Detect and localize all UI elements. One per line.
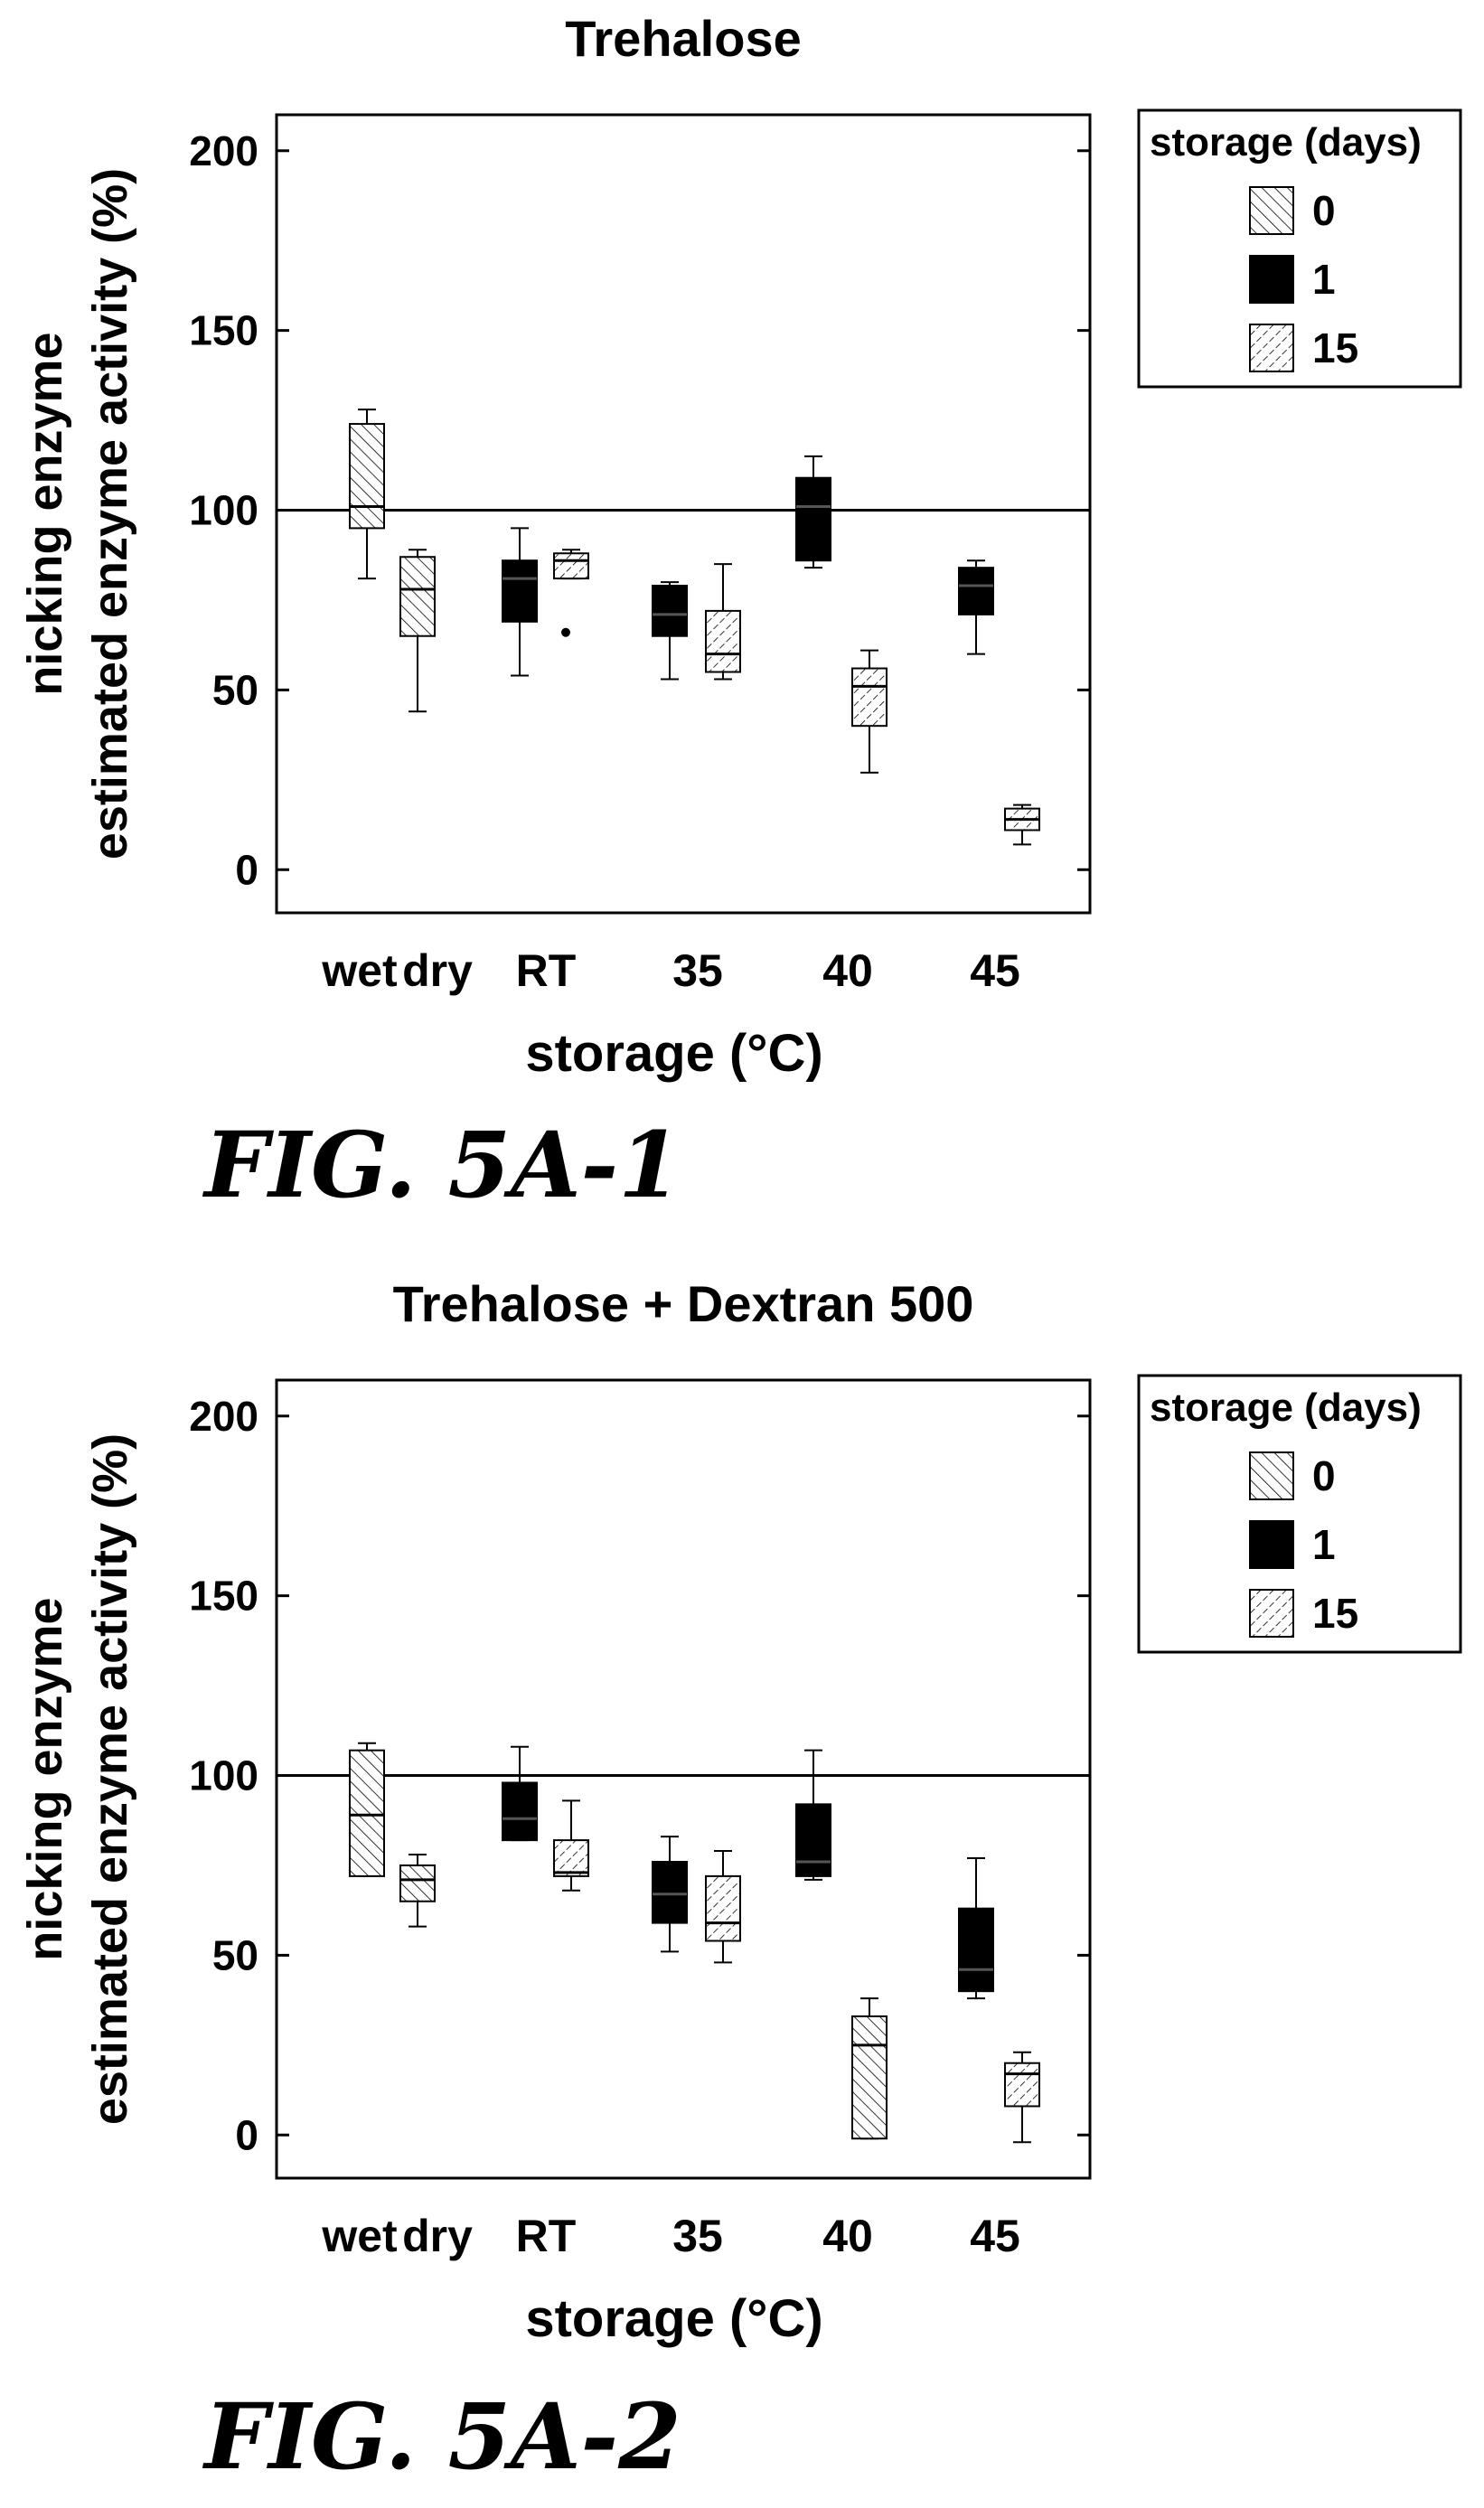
box-40-day-1: [795, 455, 831, 569]
box-40-day-15: [851, 649, 888, 774]
box-iqr: [795, 476, 831, 562]
legend-label: 15: [1312, 324, 1358, 371]
box-35-day-15: [705, 563, 741, 681]
box-iqr: [958, 567, 994, 615]
x-tick-label: RT: [516, 945, 577, 996]
box-iqr: [502, 1781, 538, 1842]
chart-title: Trehalose + Dextran 500: [393, 1275, 974, 1332]
y-axis-label: nicking enzyme estimated enzyme activity …: [18, 168, 137, 859]
box-RT-day-1: [502, 527, 538, 677]
box-iqr: [705, 609, 741, 673]
y-tick-label: 100: [189, 487, 258, 534]
legend-frame: [1137, 108, 1462, 389]
x-tick-label: wet: [321, 2211, 398, 2261]
legend-label: 1: [1312, 1521, 1336, 1568]
legend-swatch: [1249, 186, 1294, 235]
box-35-day-15: [705, 1850, 741, 1964]
x-tick-label: dry: [402, 945, 473, 996]
box-iqr: [502, 559, 538, 623]
x-tick-label: 40: [822, 2211, 873, 2261]
legend: storage (days) 0 1 15: [1137, 1374, 1462, 1654]
legend-label: 0: [1312, 187, 1336, 234]
box-iqr: [1004, 2062, 1040, 2108]
box-40-day-15: [851, 1997, 888, 2140]
box-RT-day-15: [553, 1799, 589, 1892]
box-35-day-1: [652, 1836, 688, 1953]
legend-swatch: [1249, 1520, 1294, 1569]
legend-frame: [1137, 1374, 1462, 1654]
box-45-day-15: [1004, 803, 1040, 846]
x-tick-label: dry: [402, 2211, 473, 2261]
y-axis-label-line: estimated enzyme activity (%): [83, 1433, 137, 2125]
box-wet-day-0: [349, 1742, 385, 1877]
box-iqr: [399, 1864, 436, 1902]
box-iqr: [705, 1874, 741, 1942]
legend-swatch: [1249, 1589, 1294, 1638]
x-tick-label: 35: [672, 945, 723, 996]
figure-caption: FIG. 5A-1: [204, 1112, 681, 1218]
x-axis-label: storage (°C): [525, 2289, 822, 2348]
legend-label: 1: [1312, 256, 1336, 303]
legend: storage (days) 0 1 15: [1137, 108, 1462, 389]
box-iqr: [553, 552, 589, 580]
box-dry-day-0: [399, 549, 436, 713]
legend-title: storage (days): [1150, 1386, 1422, 1430]
y-tick-label: 200: [189, 1393, 258, 1440]
y-tick-label: 150: [189, 307, 258, 354]
plot-frame: [275, 113, 1092, 915]
x-tick-label: RT: [516, 2211, 577, 2261]
x-tick-label: wet: [321, 945, 398, 996]
legend-swatch: [1249, 255, 1294, 304]
box-plot-trehalose-dextran: Trehalose + Dextran 500050100150200nicki…: [18, 1275, 1462, 2348]
x-axis-label: storage (°C): [525, 1024, 822, 1083]
box-35-day-1: [652, 581, 688, 681]
y-tick-label: 150: [189, 1573, 258, 1620]
y-axis-label: nicking enzyme estimated enzyme activity …: [18, 1433, 137, 2125]
legend-label: 0: [1312, 1452, 1336, 1499]
box-iqr: [349, 423, 385, 530]
figure-caption: FIG. 5A-2: [204, 2383, 681, 2490]
y-tick-label: 0: [235, 846, 258, 893]
box-iqr: [399, 556, 436, 637]
chart-title: Trehalose: [565, 10, 801, 67]
box-iqr: [851, 2015, 888, 2140]
y-tick-label: 50: [212, 1931, 258, 1978]
box-RT-day-1: [502, 1745, 538, 1842]
box-45-day-15: [1004, 2051, 1040, 2144]
plot-frame: [275, 1378, 1092, 2180]
outlier-point: [561, 627, 570, 637]
x-tick-label: 40: [822, 945, 873, 996]
box-45-day-1: [958, 1857, 994, 2000]
box-iqr: [349, 1749, 385, 1877]
box-iqr: [652, 585, 688, 637]
box-40-day-1: [795, 1749, 831, 1881]
box-45-day-1: [958, 559, 994, 655]
box-iqr: [958, 1907, 994, 1993]
figure-panel-5a-1: Trehalose 0 50 100 150 200 nicking enzyme estim…: [18, 10, 1462, 1218]
y-axis-label-line: estimated enzyme activity (%): [83, 168, 137, 859]
y-tick-label: 0: [235, 2111, 258, 2158]
box-iqr: [553, 1839, 589, 1877]
y-axis-label-line: nicking enzyme: [18, 332, 72, 695]
legend-swatch: [1249, 324, 1294, 372]
y-axis-label-line: nicking enzyme: [18, 1597, 72, 1960]
legend-label: 15: [1312, 1590, 1358, 1637]
box-iqr: [795, 1803, 831, 1877]
box-dry-day-0: [399, 1854, 436, 1928]
x-tick-label: 35: [672, 2211, 723, 2261]
y-tick-label: 100: [189, 1752, 258, 1799]
figure-panel-5a-2: Trehalose + Dextran 500 0 50 100 150 200 nicki…: [0, 1265, 1484, 2508]
box-wet-day-0: [349, 409, 385, 580]
y-tick-label: 200: [189, 127, 258, 174]
box-iqr: [652, 1860, 688, 1924]
legend-title: storage (days): [1150, 120, 1422, 164]
y-tick-label: 50: [212, 666, 258, 713]
box-iqr: [851, 667, 888, 728]
x-tick-label: 45: [970, 2211, 1020, 2261]
legend-swatch: [1249, 1451, 1294, 1500]
box-RT-day-15: [553, 549, 589, 637]
x-tick-label: 45: [970, 945, 1020, 996]
